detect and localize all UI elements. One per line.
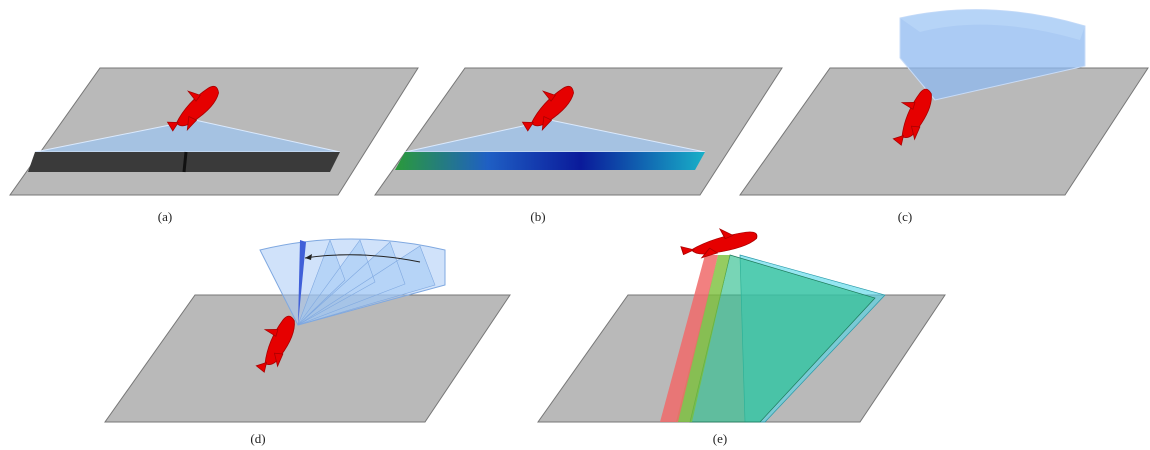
bathymetry-strip (395, 152, 705, 170)
vehicle (681, 229, 757, 258)
figure: (a) (b) (c) (d) (e) (0, 0, 1150, 450)
panel-a: (a) (10, 68, 418, 224)
panel-label: (a) (158, 209, 172, 224)
panel-b: (b) (375, 68, 782, 224)
panel-label: (c) (898, 209, 912, 224)
panel-label: (b) (530, 209, 545, 224)
panel-c: (c) (740, 10, 1148, 224)
panel-label: (d) (250, 431, 265, 446)
panel-label: (e) (713, 431, 727, 446)
panel-d: (d) (105, 239, 510, 446)
nadir-gap (184, 152, 186, 172)
panel-e: (e) (538, 229, 945, 446)
